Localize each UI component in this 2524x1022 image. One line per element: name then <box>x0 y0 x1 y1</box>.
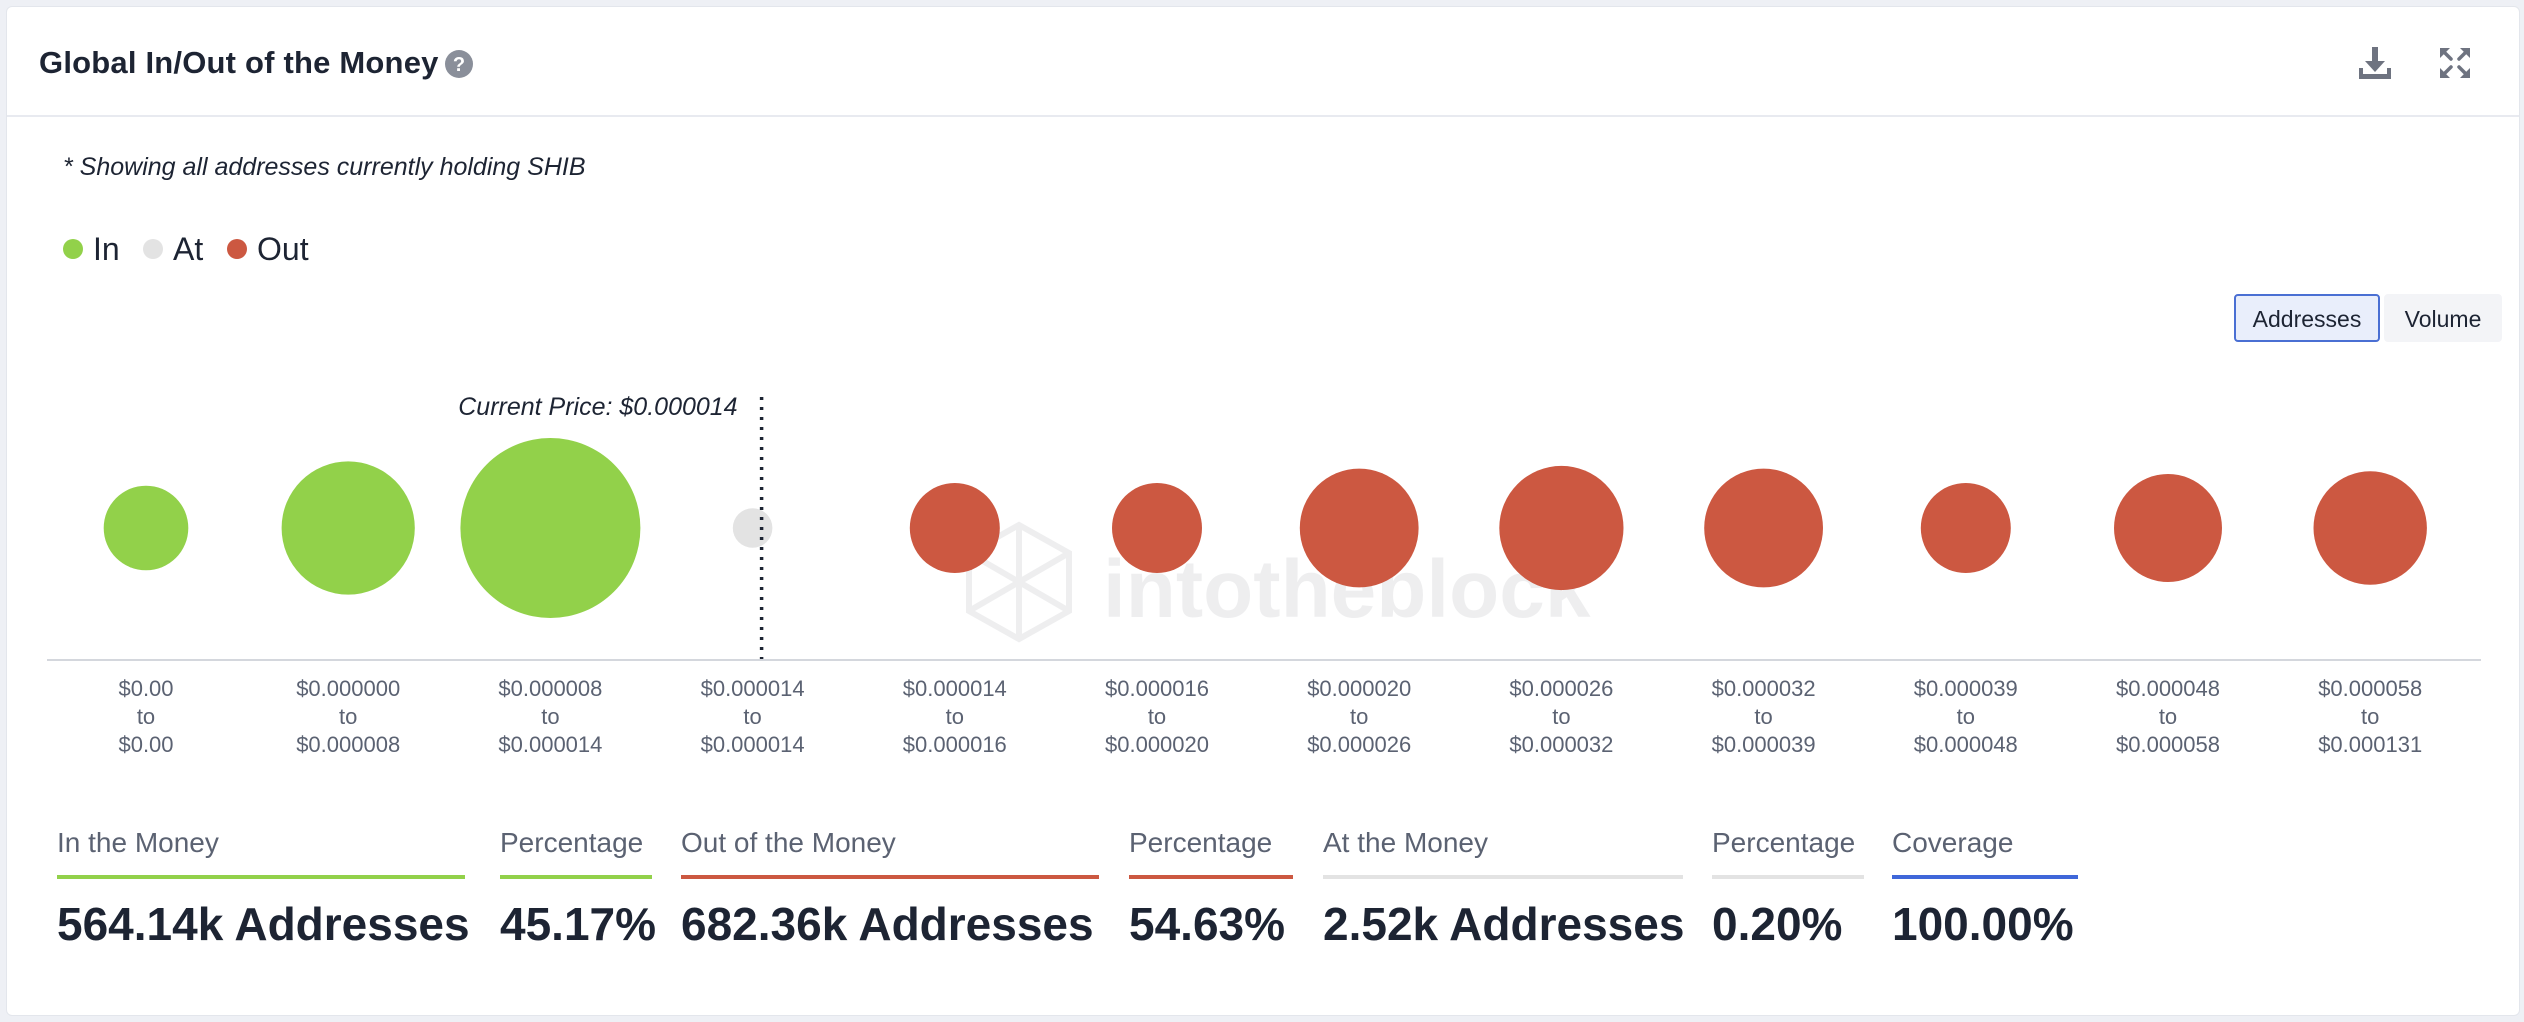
x-tick-label: to <box>1957 704 1975 729</box>
stat-value: 100.00% <box>1892 898 2074 950</box>
stat-label: In the Money <box>57 827 219 858</box>
stat-label: Percentage <box>1712 827 1856 858</box>
stat-label: Coverage <box>1892 827 2014 858</box>
legend-label-in: In <box>93 231 120 267</box>
stat-percentage: Percentage 54.63% <box>1129 827 1293 967</box>
x-tick-label: $0.000058 <box>2116 732 2220 757</box>
in-out-of-money-card: Global In/Out of the Money ? <box>6 6 2520 1016</box>
x-tick-label: $0.000014 <box>498 732 602 757</box>
legend-label-at: At <box>173 231 204 267</box>
card-title: Global In/Out of the Money <box>39 45 439 80</box>
stat-underline <box>57 875 465 879</box>
x-tick-label: $0.000014 <box>701 676 805 701</box>
x-tick-label: $0.000008 <box>498 676 602 701</box>
x-tick-label: $0.000016 <box>1105 676 1209 701</box>
x-tick-label: to <box>541 704 559 729</box>
bubble-out[interactable] <box>909 483 1000 573</box>
stat-in-the-money: In the Money 564.14k Addresses <box>57 827 470 967</box>
x-tick-label: $0.000020 <box>1105 732 1209 757</box>
x-tick-label: to <box>339 704 357 729</box>
bubble-in[interactable] <box>460 438 641 618</box>
x-tick-label: $0.000016 <box>903 732 1007 757</box>
x-tick-label: to <box>1552 704 1570 729</box>
x-tick-label: to <box>1754 704 1772 729</box>
x-tick-label: to <box>946 704 964 729</box>
stat-underline <box>1129 875 1293 879</box>
x-tick-label: $0.000008 <box>296 732 400 757</box>
stat-value: 564.14k Addresses <box>57 898 470 950</box>
download-icon[interactable] <box>2355 43 2395 83</box>
x-tick-label: to <box>137 704 155 729</box>
stat-underline <box>681 875 1099 879</box>
question-circle-icon[interactable]: ? <box>444 49 474 79</box>
bubble-out[interactable] <box>2114 474 2222 582</box>
watermark: intotheblock <box>966 521 1591 643</box>
bubbles-group <box>103 438 2427 618</box>
x-tick-label: to <box>2361 704 2379 729</box>
bubble-out[interactable] <box>1920 483 2011 573</box>
volume-toggle-button[interactable]: Volume <box>2384 294 2502 342</box>
stat-value: 2.52k Addresses <box>1323 898 1685 950</box>
x-tick-label: $0.000058 <box>2318 676 2422 701</box>
bubble-out[interactable] <box>1704 468 1823 588</box>
bubble-in[interactable] <box>281 461 415 595</box>
legend-dot-in <box>63 239 83 259</box>
stat-underline <box>1892 875 2078 879</box>
card-header: Global In/Out of the Money ? <box>7 7 2519 117</box>
x-tick-label: $0.00 <box>118 732 173 757</box>
current-price-marker: Current Price: $0.000014 <box>458 393 764 659</box>
legend-label-out: Out <box>257 231 309 267</box>
expand-icon[interactable] <box>2437 45 2473 81</box>
stat-value: 54.63% <box>1129 898 1286 950</box>
stat-coverage: Coverage 100.00% <box>1892 827 2078 967</box>
bubble-in[interactable] <box>103 485 189 571</box>
legend-dot-at <box>143 239 163 259</box>
x-tick-label: $0.000048 <box>1914 732 2018 757</box>
stat-out-of-the-money: Out of the Money 682.36k Addresses <box>681 827 1099 967</box>
stat-underline <box>1712 875 1864 879</box>
stat-value: 682.36k Addresses <box>681 898 1094 950</box>
x-tick-label: $0.000026 <box>1307 732 1411 757</box>
bubble-at[interactable] <box>732 508 773 548</box>
stat-label: Out of the Money <box>681 827 896 858</box>
bubble-out[interactable] <box>1112 483 1202 573</box>
x-tick-label: $0.000039 <box>1712 732 1816 757</box>
bubble-out[interactable] <box>1499 465 1624 591</box>
current-price-label: Current Price: $0.000014 <box>458 393 737 421</box>
x-tick-label: $0.00 <box>118 676 173 701</box>
stat-label: At the Money <box>1323 827 1488 858</box>
x-tick-label: to <box>2159 704 2177 729</box>
x-axis-labels: $0.00 to $0.00 $0.000000 to $0.000008 $0.00000… <box>118 676 2422 757</box>
x-tick-label: $0.000039 <box>1914 676 2018 701</box>
x-tick-label: $0.000014 <box>903 676 1007 701</box>
stat-label: Percentage <box>1129 827 1273 858</box>
x-tick-label: to <box>1350 704 1368 729</box>
legend-dot-out <box>227 239 247 259</box>
bubble-out[interactable] <box>2313 471 2427 585</box>
bubble-out[interactable] <box>1299 468 1419 588</box>
x-tick-label: $0.000000 <box>296 676 400 701</box>
summary-stats: In the Money 564.14k Addresses Percentage 4… <box>57 827 2497 967</box>
x-tick-label: $0.000048 <box>2116 676 2220 701</box>
stat-label: Percentage <box>500 827 644 858</box>
x-tick-label: to <box>743 704 761 729</box>
addresses-toggle-button[interactable]: Addresses <box>2234 294 2380 342</box>
x-tick-label: $0.000026 <box>1509 676 1613 701</box>
svg-text:?: ? <box>453 54 465 76</box>
x-tick-label: $0.000020 <box>1307 676 1411 701</box>
x-tick-label: $0.000032 <box>1712 676 1816 701</box>
x-tick-label: $0.000032 <box>1509 732 1613 757</box>
stat-at-the-money: At the Money 2.52k Addresses <box>1323 827 1685 967</box>
stat-underline <box>1323 875 1683 879</box>
x-tick-label: $0.000131 <box>2318 732 2422 757</box>
x-tick-label: $0.000014 <box>701 732 805 757</box>
stat-percentage: Percentage 0.20% <box>1712 827 1864 967</box>
stat-underline <box>500 875 652 879</box>
x-tick-label: to <box>1148 704 1166 729</box>
stat-value: 0.20% <box>1712 898 1843 950</box>
holding-note: * Showing all addresses currently holdin… <box>63 153 586 181</box>
stat-value: 45.17% <box>500 898 657 950</box>
stat-percentage: Percentage 45.17% <box>500 827 656 967</box>
bubble-chart: intotheblock Current Price: $0.000014 $0… <box>47 393 2481 757</box>
